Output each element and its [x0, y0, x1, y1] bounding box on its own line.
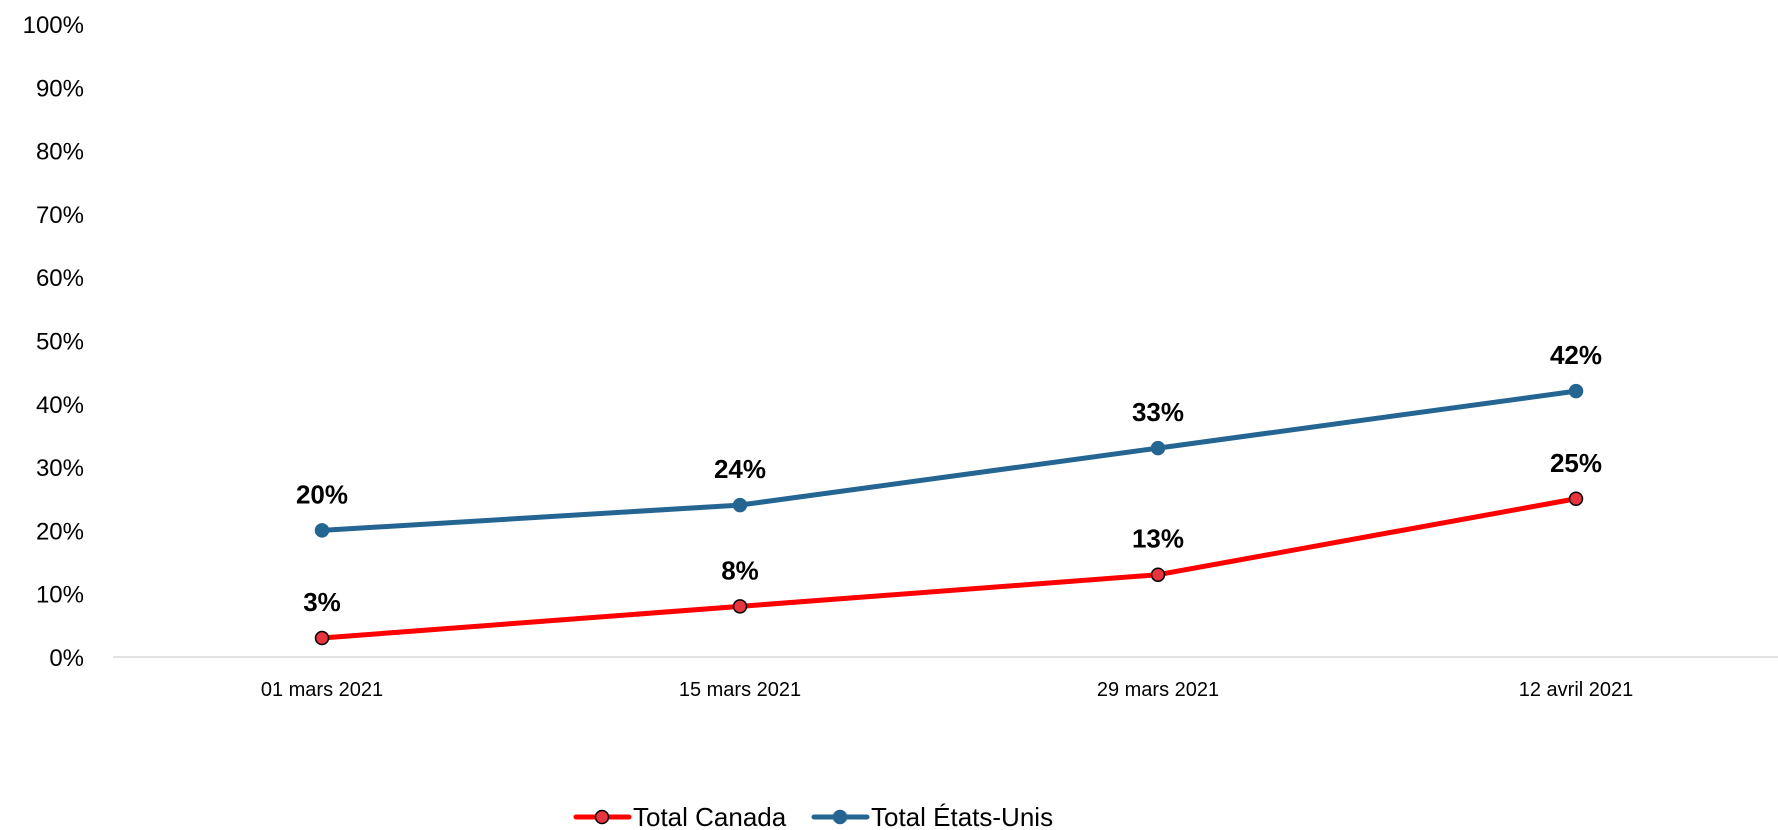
data-label: 33%	[1132, 397, 1184, 427]
data-point	[1150, 567, 1166, 582]
data-point	[1568, 383, 1584, 399]
data-point	[314, 523, 330, 538]
y-tick-label: 50%	[36, 329, 84, 356]
y-tick-label: 70%	[36, 202, 84, 229]
x-tick-label: 12 avril 2021	[1519, 679, 1634, 701]
data-label: 13%	[1132, 524, 1184, 554]
x-tick-label: 01 mars 2021	[261, 679, 383, 701]
data-point	[732, 497, 748, 513]
legend-label: Total Canada	[633, 802, 787, 830]
series-line	[319, 388, 1579, 533]
plot-area: 3% 8% 13% 25% 20% 24% 33% 42%	[296, 340, 1602, 646]
y-tick-label: 90%	[36, 75, 84, 102]
legend-marker	[594, 809, 610, 825]
y-tick-label: 80%	[36, 139, 84, 166]
y-tick-label: 60%	[36, 265, 84, 292]
y-tick-label: 0%	[49, 645, 84, 672]
data-label: 3%	[303, 587, 341, 617]
data-point	[1150, 440, 1166, 456]
data-point	[1568, 491, 1584, 506]
data-label: 8%	[721, 555, 759, 585]
y-tick-label: 40%	[36, 392, 84, 419]
x-tick-label: 15 mars 2021	[679, 679, 801, 701]
x-tick-label: 29 mars 2021	[1097, 679, 1219, 701]
y-tick-label: 30%	[36, 455, 84, 482]
legend-marker	[832, 809, 848, 825]
y-tick-label: 20%	[36, 518, 84, 545]
y-axis: 0% 10% 20% 30% 40% 50% 60% 70% 80% 90% 100%	[23, 12, 84, 672]
data-label: 25%	[1550, 448, 1602, 478]
data-label: 20%	[296, 479, 348, 509]
data-label: 24%	[714, 454, 766, 484]
y-tick-label: 10%	[36, 582, 84, 609]
x-axis: 01 mars 2021 15 mars 2021 29 mars 2021 12 a…	[261, 679, 1633, 701]
data-point	[732, 599, 748, 614]
data-label: 42%	[1550, 340, 1602, 370]
legend-label: Total États-Unis	[871, 802, 1053, 830]
y-tick-label: 100%	[23, 12, 84, 39]
series-line	[319, 496, 1579, 641]
legend: Total Canada Total États-Unis	[573, 802, 1053, 830]
data-point	[314, 630, 330, 646]
